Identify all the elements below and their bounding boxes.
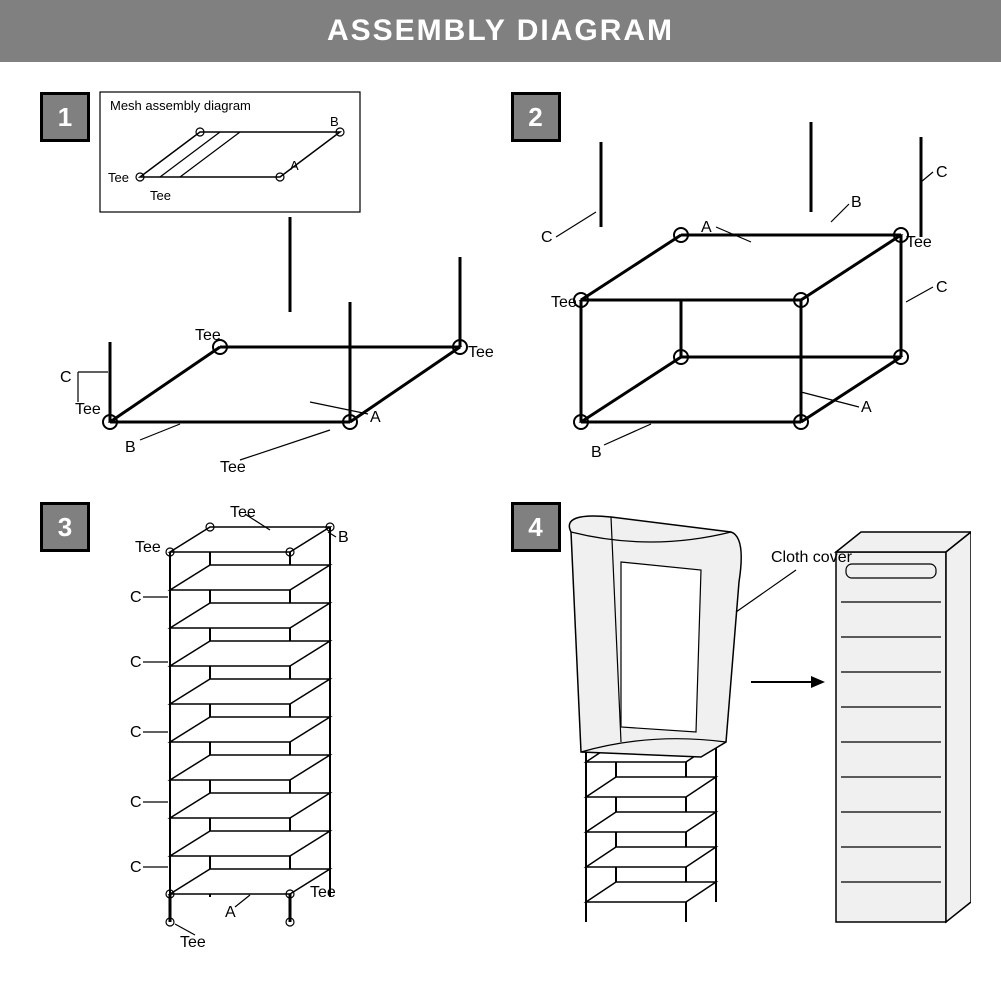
svg-text:C: C: [60, 369, 72, 386]
step-2-badge: 2: [511, 92, 561, 142]
svg-text:C: C: [130, 654, 142, 671]
svg-text:Mesh assembly diagram: Mesh assembly diagram: [110, 98, 251, 113]
svg-text:A: A: [290, 158, 299, 173]
svg-text:Tee: Tee: [220, 459, 246, 476]
svg-text:C: C: [130, 794, 142, 811]
svg-text:Tee: Tee: [180, 934, 206, 951]
svg-text:Tee: Tee: [135, 539, 161, 556]
step-1-svg: Mesh assembly diagram A B Tee Tee: [30, 82, 500, 492]
step-4-svg: Cloth cover: [501, 492, 971, 962]
panel-step-2: 2: [501, 82, 972, 492]
svg-text:A: A: [370, 409, 381, 426]
svg-text:B: B: [851, 194, 862, 211]
step-2-svg: C C C A B Tee Tee A B: [501, 82, 971, 492]
svg-text:B: B: [338, 529, 349, 546]
svg-text:Tee: Tee: [468, 344, 494, 361]
svg-text:Tee: Tee: [551, 294, 577, 311]
svg-text:B: B: [330, 114, 339, 129]
svg-text:C: C: [936, 279, 948, 296]
step-4-badge: 4: [511, 502, 561, 552]
svg-text:Cloth cover: Cloth cover: [771, 549, 853, 566]
panel-step-3: 3: [30, 492, 501, 962]
svg-text:Tee: Tee: [108, 170, 129, 185]
svg-text:C: C: [541, 229, 553, 246]
step-3-badge: 3: [40, 502, 90, 552]
page-title: ASSEMBLY DIAGRAM: [0, 0, 1001, 62]
svg-text:A: A: [225, 904, 236, 921]
panel-step-4: 4: [501, 492, 972, 962]
svg-text:Tee: Tee: [150, 188, 171, 203]
svg-text:Tee: Tee: [906, 234, 932, 251]
svg-text:Tee: Tee: [75, 401, 101, 418]
svg-text:C: C: [130, 724, 142, 741]
svg-text:C: C: [130, 859, 142, 876]
svg-text:A: A: [861, 399, 872, 416]
svg-text:A: A: [701, 219, 712, 236]
svg-text:Tee: Tee: [310, 884, 336, 901]
svg-text:C: C: [130, 589, 142, 606]
svg-text:B: B: [591, 444, 602, 461]
step-1-badge: 1: [40, 92, 90, 142]
svg-text:C: C: [936, 164, 948, 181]
step-3-svg: Tee B Tee C C C C C Tee A Tee: [30, 492, 500, 962]
svg-text:Tee: Tee: [195, 327, 221, 344]
svg-text:B: B: [125, 439, 136, 456]
diagram-grid: 1 Mesh assembly diagram A B Tee Tee: [0, 62, 1001, 982]
panel-step-1: 1 Mesh assembly diagram A B Tee Tee: [30, 82, 501, 492]
